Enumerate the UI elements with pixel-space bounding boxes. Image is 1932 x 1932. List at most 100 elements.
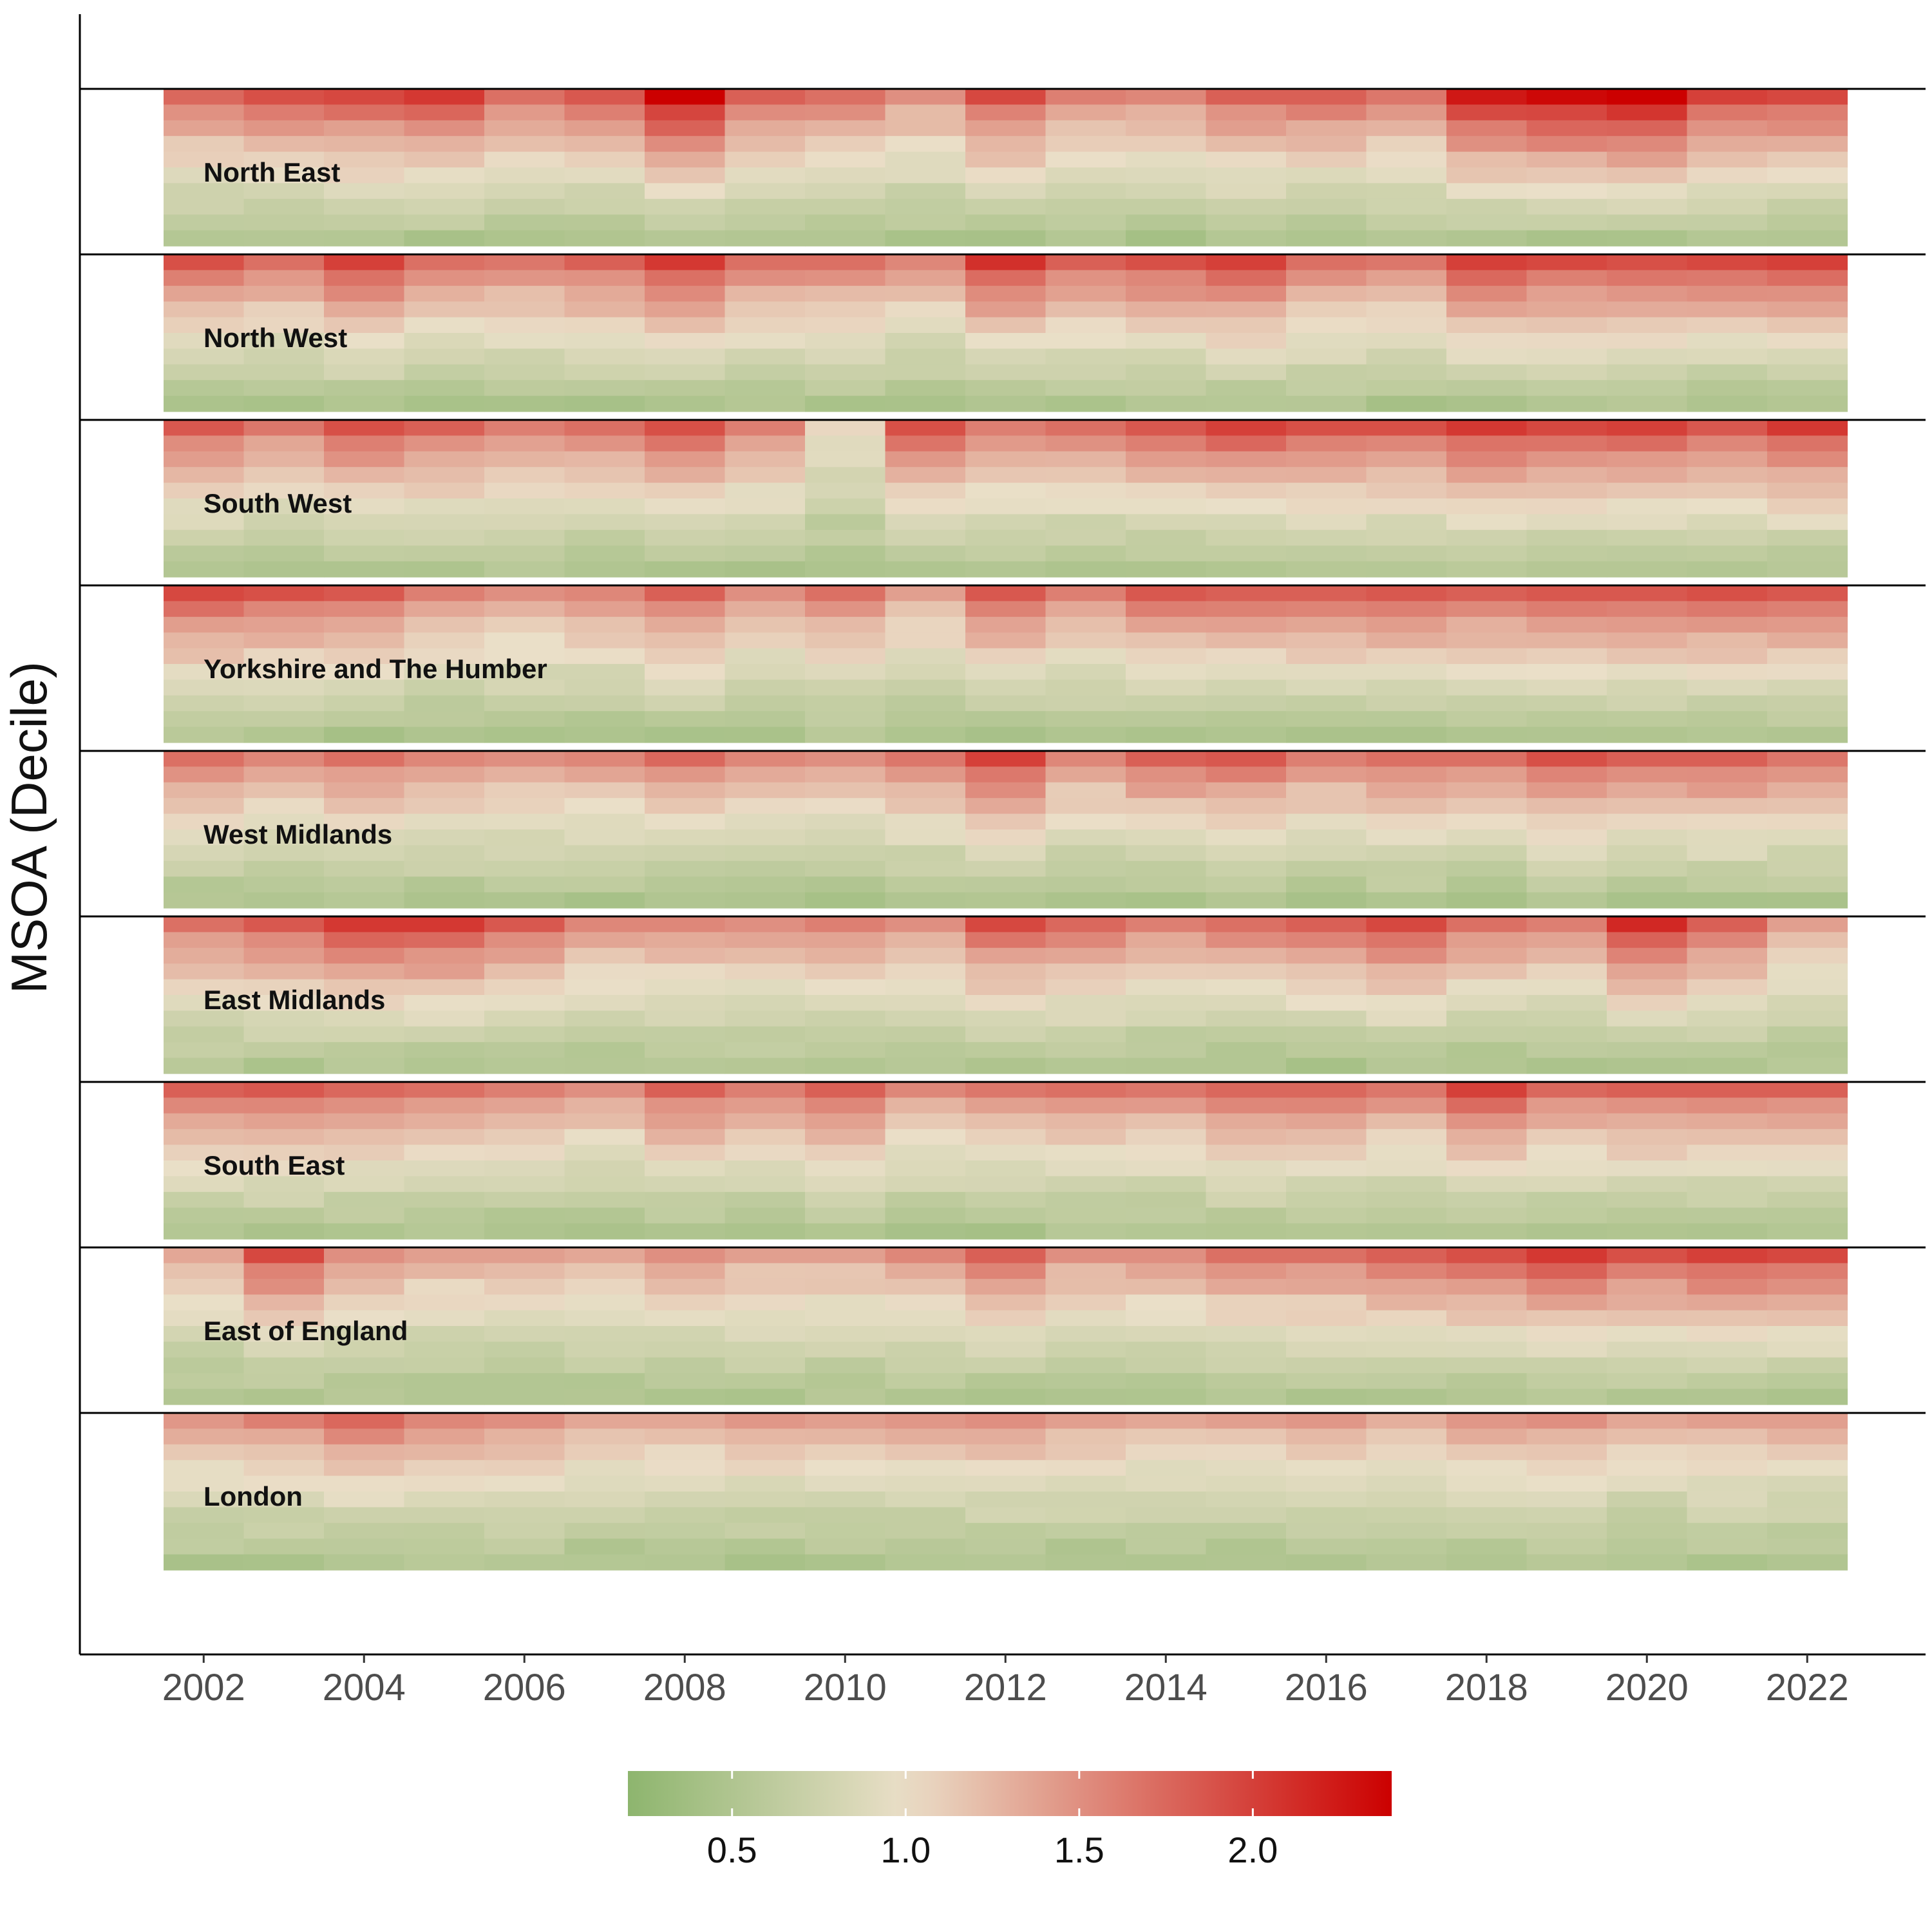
heatmap-cell [1526,1460,1607,1477]
heatmap-cell [805,1554,886,1571]
heatmap-cell [1366,1388,1447,1405]
heatmap-cell [885,1042,966,1059]
heatmap-cell [724,561,806,578]
heatmap-cell [243,467,325,484]
heatmap-cell [404,1247,485,1264]
heatmap-cell [1607,1113,1688,1130]
heatmap-cell [645,183,726,200]
heatmap-cell [885,1208,966,1224]
heatmap-cell [564,1341,645,1358]
heatmap-cell [805,1522,886,1539]
heatmap-cell [1206,1010,1287,1027]
heatmap-cell [484,782,565,799]
heatmap-cell [484,932,565,949]
heatmap-cell [645,995,726,1011]
heatmap-cell [1286,1191,1367,1208]
heatmap-cell [1687,395,1768,412]
heatmap-cell [324,285,405,302]
heatmap-cell [965,514,1046,531]
heatmap-cell [1126,585,1207,601]
heatmap-cell [965,380,1046,397]
heatmap-cell [724,892,806,909]
heatmap-cell [164,348,245,365]
heatmap-cell [404,813,485,830]
heatmap-cell [1206,1042,1287,1059]
heatmap-cell [1286,1042,1367,1059]
heatmap-cell [805,120,886,137]
heatmap-cell [1286,947,1367,964]
heatmap-cell [1126,1522,1207,1539]
heatmap-cell [404,711,485,728]
heatmap-cell [645,435,726,452]
heatmap-cell [404,198,485,215]
heatmap-cell [564,1010,645,1027]
heatmap-cell [243,1129,325,1146]
heatmap-cell [1366,270,1447,287]
heatmap-cell [1206,1492,1287,1508]
heatmap-cell [164,585,245,601]
region-separators [80,88,1926,1414]
heatmap-cell [1687,1507,1768,1524]
heatmap-cell [1366,751,1447,767]
heatmap-cell [965,1042,1046,1059]
heatmap-cell [805,364,886,381]
heatmap-cell [1126,616,1207,633]
heatmap-cell [805,876,886,893]
heatmap-cell [1607,585,1688,601]
heatmap-cell [1767,947,1848,964]
heatmap-cell [1286,136,1367,153]
heatmap-cell [1767,711,1848,728]
heatmap-cell [724,1097,806,1114]
heatmap-cell [1286,1176,1367,1193]
heatmap-cell [164,1247,245,1264]
heatmap-cell [564,1428,645,1445]
heatmap-cell [724,364,806,381]
heatmap-cell [564,151,645,168]
heatmap-cell [1206,1460,1287,1477]
heatmap-cell [965,167,1046,184]
heatmap-cell [885,451,966,468]
heatmap-cell [1126,120,1207,137]
heatmap-cell [243,1223,325,1240]
heatmap-cell [164,301,245,318]
heatmap-cell [1286,285,1367,302]
heatmap-cell [1607,1522,1688,1539]
heatmap-cell [1206,1373,1287,1390]
heatmap-cell [1687,435,1768,452]
heatmap-cell [1526,1539,1607,1555]
heatmap-cell [965,1554,1046,1571]
heatmap-cell [484,664,565,680]
heatmap-cell [1286,916,1367,933]
heatmap-cell [404,395,485,412]
heatmap-cell [324,214,405,231]
heatmap-cell [164,932,245,949]
heatmap-cell [724,1191,806,1208]
heatmap-cell [564,183,645,200]
heatmap-cell [1126,395,1207,412]
heatmap-cell [484,230,565,247]
heatmap-cell [324,89,405,105]
heatmap-cell [1045,679,1126,696]
heatmap-cell [1206,1507,1287,1524]
heatmap-cell [404,1144,485,1161]
heatmap-cell [1286,514,1367,531]
heatmap-cell [1526,1492,1607,1508]
heatmap-cell [1607,482,1688,499]
heatmap-cell [164,1010,245,1027]
heatmap-cell [1526,1208,1607,1224]
heatmap-cell [324,829,405,846]
heatmap-cell [724,916,806,933]
heatmap-cell [1446,726,1528,743]
heatmap-cell [1286,876,1367,893]
heatmap-cell [1446,498,1528,515]
heatmap-cell [564,1176,645,1193]
heatmap-cell [1206,963,1287,980]
heatmap-cell [645,1428,726,1445]
heatmap-cell [1687,104,1768,121]
heatmap-cell [645,230,726,247]
heatmap-cell [1366,995,1447,1011]
heatmap-cell [484,1026,565,1043]
heatmap-cell [1446,1263,1528,1280]
heatmap-cell [243,1113,325,1130]
heatmap-cell [1526,1057,1607,1074]
